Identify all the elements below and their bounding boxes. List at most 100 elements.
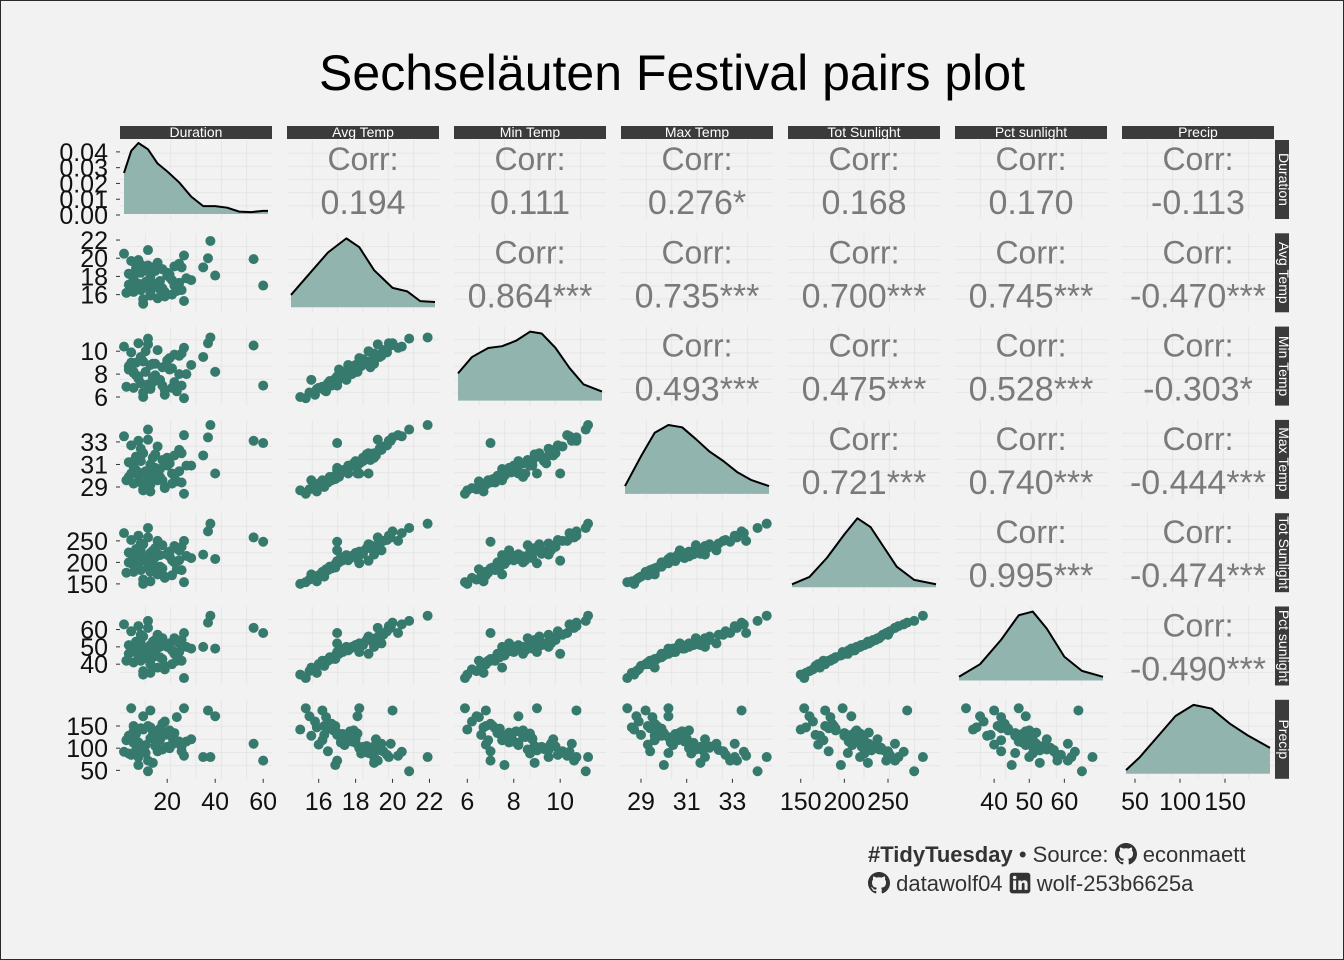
scatter-point xyxy=(889,622,900,633)
scatter-point xyxy=(169,280,180,291)
scatter-point xyxy=(531,468,542,479)
y-tick-label: 6 xyxy=(94,384,108,412)
scatter-point xyxy=(300,577,311,588)
y-tick-label: 200 xyxy=(66,549,108,577)
corr-label: Corr: xyxy=(1162,234,1233,270)
scatter-point xyxy=(143,245,153,256)
scatter-point xyxy=(518,725,529,736)
corr-label: Corr: xyxy=(1162,328,1233,364)
scatter-point xyxy=(128,640,139,651)
scatter-point xyxy=(752,615,763,626)
column-strip xyxy=(788,126,940,139)
scatter-point xyxy=(684,725,694,736)
scatter-point xyxy=(169,541,180,552)
scatter-point xyxy=(1024,752,1035,763)
scatter-point xyxy=(186,734,197,745)
scatter-point xyxy=(700,752,710,763)
scatter-point xyxy=(123,471,134,482)
scatter-point xyxy=(176,655,187,666)
column-strip-label: Tot Sunlight xyxy=(827,124,900,140)
scatter-point xyxy=(363,742,374,753)
scatter-point xyxy=(179,628,189,639)
scatter-point xyxy=(917,752,928,763)
scatter-point xyxy=(348,725,359,736)
scatter-point xyxy=(837,703,848,714)
corr-label: Corr: xyxy=(661,141,732,177)
scatter-point xyxy=(725,628,736,639)
corr-label: Corr: xyxy=(828,328,899,364)
scatter-point xyxy=(363,468,374,479)
scatter-point xyxy=(179,250,189,261)
scatter-point xyxy=(135,259,146,270)
scatter-point xyxy=(562,750,573,761)
scatter-point xyxy=(396,619,407,630)
caption-line-1: #TidyTuesday • Source: econmaett xyxy=(868,842,1245,871)
y-tick-label: 33 xyxy=(80,429,108,457)
scatter-point xyxy=(989,705,1000,716)
scatter-point xyxy=(311,576,322,587)
scatter-point xyxy=(404,766,415,777)
scatter-point xyxy=(1069,746,1080,757)
column-strip xyxy=(454,126,606,139)
scatter-point xyxy=(374,629,385,640)
scatter-point xyxy=(513,643,524,654)
scatter-point xyxy=(179,430,189,441)
scatter-point xyxy=(210,553,221,564)
scatter-point xyxy=(492,557,503,568)
scatter-point xyxy=(688,549,699,560)
scatter-point xyxy=(169,648,180,659)
scatter-point xyxy=(552,440,563,451)
scatter-point xyxy=(374,443,385,454)
scatter-point xyxy=(1048,744,1059,755)
scatter-point xyxy=(198,351,209,362)
scatter-point xyxy=(485,628,496,639)
scatter-point xyxy=(478,576,489,587)
scatter-point xyxy=(181,369,192,380)
scatter-point xyxy=(1010,748,1021,759)
scatter-point xyxy=(258,628,269,639)
scatter-point xyxy=(835,760,846,771)
scatter-point xyxy=(713,744,724,755)
scatter-point xyxy=(658,728,669,739)
scatter-point xyxy=(174,369,185,380)
scatter-point xyxy=(583,610,594,621)
scatter-point xyxy=(527,460,538,471)
scatter-point xyxy=(133,650,144,661)
scatter-point xyxy=(186,275,197,286)
scatter-point xyxy=(369,351,380,362)
scatter-point xyxy=(626,576,637,587)
scatter-point xyxy=(839,728,850,739)
scatter-point xyxy=(128,726,139,737)
scatter-point xyxy=(566,532,577,543)
scatter-point xyxy=(150,732,161,743)
corr-value: 0.995*** xyxy=(969,557,1094,595)
scatter-point xyxy=(352,366,363,377)
scatter-point xyxy=(179,296,189,307)
scatter-point xyxy=(543,629,554,640)
corr-value: 0.740*** xyxy=(969,464,1094,502)
column-strip xyxy=(287,126,439,139)
scatter-point xyxy=(140,276,151,287)
scatter-point xyxy=(476,729,487,740)
density-area xyxy=(458,331,602,401)
scatter-point xyxy=(306,374,317,385)
x-tick-label: 250 xyxy=(867,788,909,816)
caption-author-linkedin: wolf-253b6625a xyxy=(1036,871,1194,896)
scatter-point xyxy=(741,535,752,546)
scatter-point xyxy=(143,339,153,350)
density-line xyxy=(290,237,436,303)
scatter-point xyxy=(126,347,137,358)
scatter-point xyxy=(356,748,367,759)
scatter-point xyxy=(688,640,699,651)
scatter-point xyxy=(205,235,216,246)
scatter-point xyxy=(119,528,129,539)
scatter-point xyxy=(133,559,144,570)
scatter-point xyxy=(135,443,146,454)
y-tick-label: 0.02 xyxy=(59,170,108,198)
scatter-point xyxy=(842,748,853,759)
y-tick-label: 16 xyxy=(80,282,108,310)
scatter-point xyxy=(552,749,563,760)
scatter-point xyxy=(133,435,144,446)
scatter-point xyxy=(985,729,996,740)
